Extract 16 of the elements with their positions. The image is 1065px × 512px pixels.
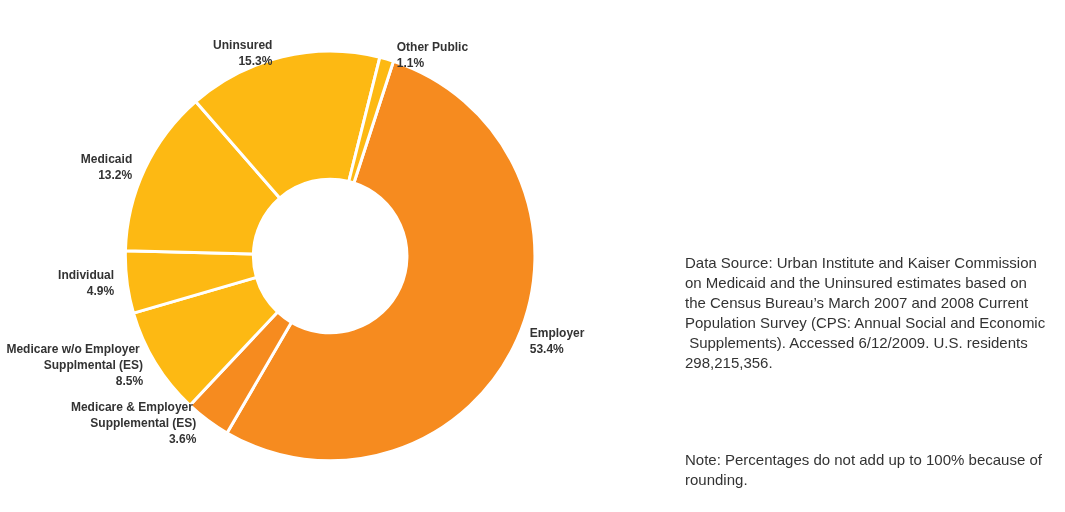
- data-label: 53.4%: [529, 342, 565, 357]
- data-label: 15.3%: [238, 53, 273, 68]
- data-label: 3.6%: [168, 432, 197, 447]
- slice-label: Medicare w/o Employer Supplmental (ES): [6, 342, 144, 373]
- data-label: 1.1%: [396, 56, 425, 71]
- data-label: 8.5%: [115, 374, 144, 389]
- slice-label: Uninsured: [213, 37, 273, 52]
- text: Note: Percentages do not add up to 100% because of rounding.: [685, 450, 1047, 488]
- source-note: Data Source: Urban Institute and Kaiser Commission on Medicaid and the Uninsured estimates based on the Census Bureau’s March 2007 and 2008 Current Population Survey (CPS: Annual Social and Economic Supplements). Accessed 6/12/2009. U.S. residents 298,215,356.: [685, 253, 1046, 371]
- slice-label: Medicaid: [80, 152, 133, 167]
- slice-label: Other Public: [396, 40, 469, 55]
- slice-label: Medicare & Employer Supplemental (ES): [70, 400, 197, 431]
- slice-label: Individual: [58, 267, 115, 282]
- data-label: 4.9%: [86, 283, 115, 298]
- slice-label: Employer: [529, 326, 585, 341]
- data-label: 13.2%: [98, 168, 133, 183]
